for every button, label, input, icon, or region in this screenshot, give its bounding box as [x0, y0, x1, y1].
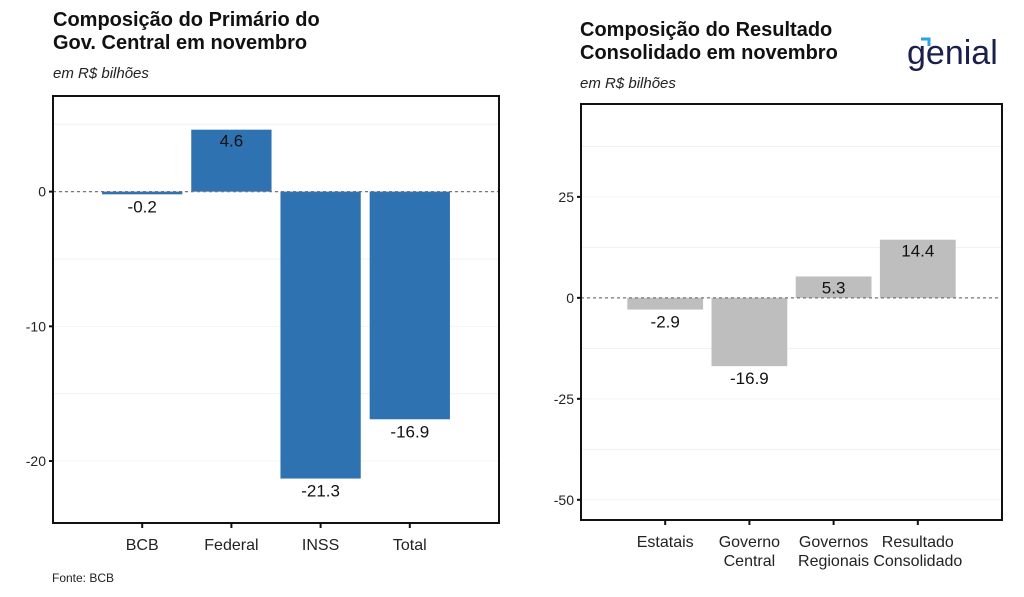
- right-chart-title: Composição do Resultado Consolidado em n…: [580, 19, 838, 65]
- source-note: Fonte: BCB: [52, 571, 115, 585]
- y-tick-label: 25: [558, 189, 574, 205]
- data-label: -16.9: [390, 422, 429, 441]
- left-chart-title-line-1: Composição do Primário do: [53, 9, 320, 31]
- left-chart-subtitle: em R$ bilhões: [53, 65, 149, 82]
- data-label: 5.3: [822, 278, 846, 297]
- bar-resultado-consolidado: [879, 239, 956, 298]
- data-label: 14.4: [901, 242, 934, 261]
- right-chart-title-line-2: Consolidado em novembro: [580, 42, 838, 64]
- y-tick-label: 0: [38, 184, 46, 200]
- x-tick-label: Governos: [799, 534, 868, 551]
- left-chart-title-line-2: Gov. Central em novembro: [53, 32, 308, 54]
- x-tick-label: Governo: [719, 534, 780, 551]
- x-tick-label: Total: [393, 537, 427, 554]
- genial-logo-accent-icon: [921, 37, 931, 46]
- data-label: -0.2: [128, 197, 157, 216]
- y-tick-label: -20: [26, 453, 46, 469]
- right-bar-chart: -2.9 -16.9 5.3 14.4 25 0 -25 -50 Estatais Governo…: [554, 103, 1003, 570]
- bar-bcb: [102, 191, 183, 195]
- bar-governos-regionais: [795, 276, 872, 298]
- bar-estatais: [627, 297, 704, 310]
- bar-total: [369, 191, 450, 420]
- x-tick-label: Resultado: [882, 534, 954, 551]
- x-tick-label: Central: [724, 553, 776, 570]
- bar-governo-central: [711, 297, 788, 367]
- y-tick-label: 0: [566, 290, 574, 306]
- y-tick-label: -50: [554, 492, 574, 508]
- x-tick-label: Federal: [204, 537, 258, 554]
- plot-frame: [52, 95, 500, 524]
- bar-inss: [280, 191, 361, 479]
- right-chart-subtitle: em R$ bilhões: [580, 75, 676, 92]
- y-tick-label: -10: [26, 318, 46, 334]
- y-tick-label: -25: [554, 391, 574, 407]
- data-label: 4.6: [220, 132, 244, 151]
- right-chart-title-line-1: Composição do Resultado: [580, 19, 833, 41]
- bar-federal: [191, 129, 272, 192]
- x-tick-label: INSS: [302, 537, 339, 554]
- data-label: -2.9: [651, 313, 680, 332]
- x-tick-label: Estatais: [637, 534, 694, 551]
- data-label: -21.3: [301, 482, 340, 501]
- data-label: -16.9: [730, 369, 769, 388]
- x-tick-label: Consolidado: [873, 553, 962, 570]
- plot-frame: [580, 103, 1003, 521]
- left-bar-chart: -0.2 4.6 -21.3 -16.9 0 -10 -20 BCB Federal INSS To…: [26, 95, 500, 554]
- x-tick-label: BCB: [126, 537, 159, 554]
- genial-logo: genial: [907, 34, 998, 72]
- x-tick-label: Regionais: [798, 553, 869, 570]
- left-chart-title: Composição do Primário do Gov. Central e…: [53, 9, 320, 55]
